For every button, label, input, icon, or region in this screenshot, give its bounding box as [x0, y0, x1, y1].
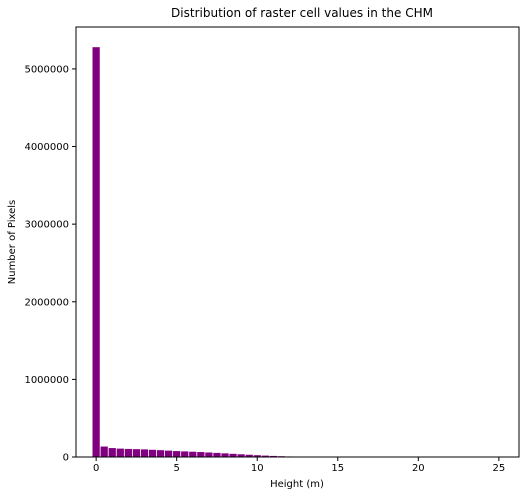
histogram-bar [213, 453, 220, 457]
histogram-bar [181, 451, 188, 457]
histogram-bar [141, 449, 148, 457]
histogram-bar [117, 449, 124, 457]
y-tick-label: 3000000 [24, 220, 69, 231]
histogram-bar [93, 47, 100, 457]
y-tick-label: 1000000 [24, 375, 69, 386]
x-axis-label: Height (m) [270, 479, 324, 490]
y-tick-label: 5000000 [24, 64, 69, 75]
x-tick-label: 10 [251, 463, 264, 474]
x-tick-label: 20 [412, 463, 425, 474]
y-tick-label: 2000000 [24, 297, 69, 308]
x-tick-label: 25 [492, 463, 505, 474]
histogram-bar [101, 447, 108, 457]
y-tick-label: 0 [63, 453, 69, 464]
y-axis-label: Number of Pixels [7, 200, 18, 285]
histogram-bar [197, 452, 204, 457]
histogram-bar [221, 453, 228, 457]
x-tick-label: 15 [331, 463, 344, 474]
histogram-bar [165, 451, 172, 457]
y-tick-label: 4000000 [24, 142, 69, 153]
histogram-bar [125, 449, 132, 457]
histogram-bar [205, 453, 212, 458]
histogram-bar [149, 450, 156, 457]
chart-title: Distribution of raster cell values in th… [171, 6, 433, 20]
histogram-bar [133, 449, 140, 457]
x-tick-label: 0 [93, 463, 99, 474]
x-tick-label: 5 [173, 463, 179, 474]
histogram-bar [109, 448, 116, 457]
histogram-bar [157, 450, 164, 457]
histogram-bar [189, 452, 196, 457]
histogram-bar [173, 451, 180, 457]
